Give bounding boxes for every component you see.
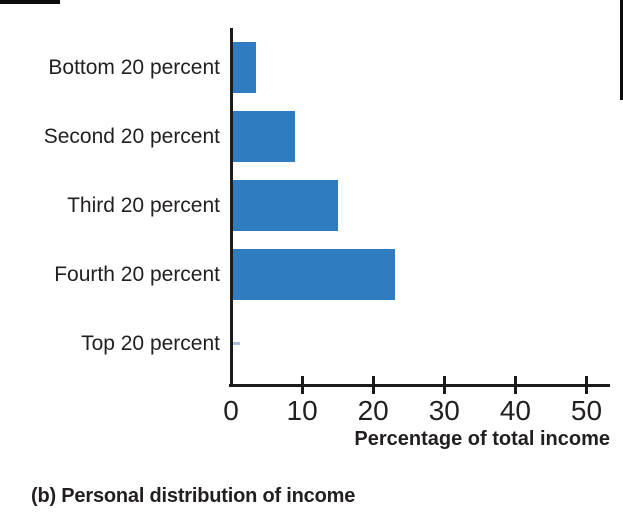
category-label: Third 20 percent [67,193,220,217]
bar-3 [231,180,338,232]
x-axis-line [229,384,610,387]
faint-zero-bar-marker [231,342,241,346]
x-axis-tick-label: 20 [357,395,389,426]
category-label: Top 20 percent [81,331,220,355]
x-axis-title: Percentage of total income [354,428,610,450]
bar-4 [231,249,395,301]
x-axis-tick-label: 30 [428,395,460,426]
figure-caption: (b) Personal distribution of income [31,485,356,507]
category-label: Fourth 20 percent [54,262,220,286]
category-label: Bottom 20 percent [48,55,220,79]
page-crop-artifact-top-left [0,0,60,4]
x-axis-tick-label: 10 [286,395,318,426]
bar-1 [231,42,256,93]
page-crop-artifact-top-right [620,0,623,100]
category-label: Second 20 percent [43,124,220,148]
bar-2 [231,111,295,163]
x-axis-tick-label: 0 [223,395,239,426]
y-axis-line [230,28,233,387]
x-axis-tick-label: 40 [499,395,531,426]
x-axis-tick-label: 50 [570,395,603,426]
